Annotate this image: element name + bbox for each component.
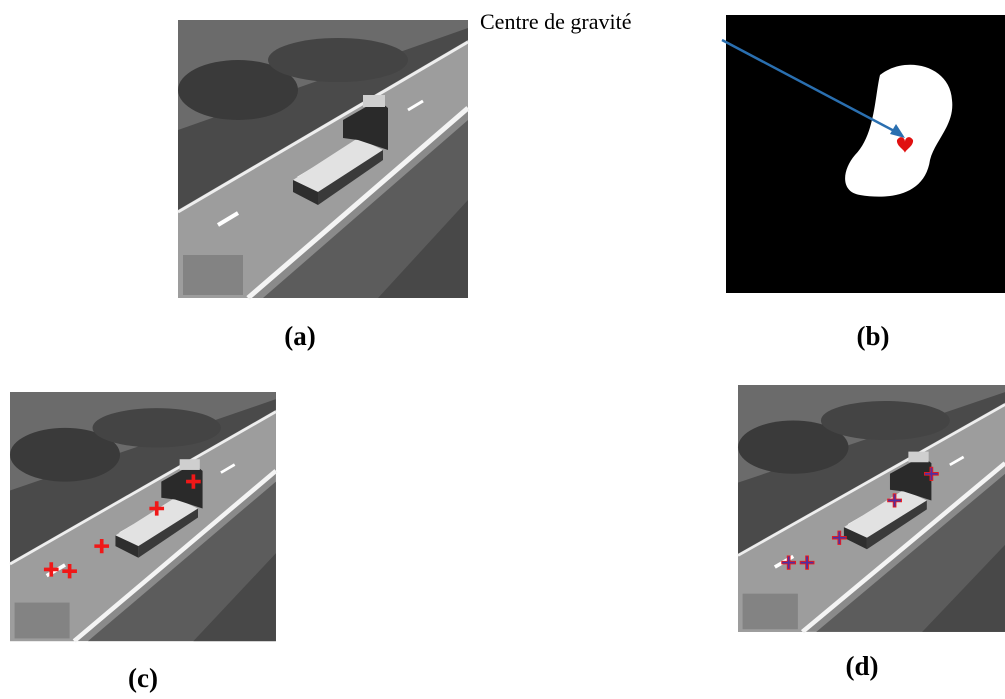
panel-c-image — [10, 392, 276, 641]
panel-label: (c) — [128, 663, 158, 693]
panel-b-image — [722, 15, 1005, 293]
panel-label: (d) — [846, 651, 879, 681]
panel-a-image — [178, 20, 468, 298]
panel-label: (a) — [284, 321, 315, 351]
figure: Centre de gravité (a) (b) (c) (d) — [0, 0, 1005, 699]
annotation: Centre de gravité — [480, 9, 632, 34]
panel-d-image — [738, 385, 1005, 632]
page: Centre de gravité (a) (b) (c) (d) (() =>… — [0, 0, 1005, 699]
panel-label: (b) — [857, 321, 890, 351]
